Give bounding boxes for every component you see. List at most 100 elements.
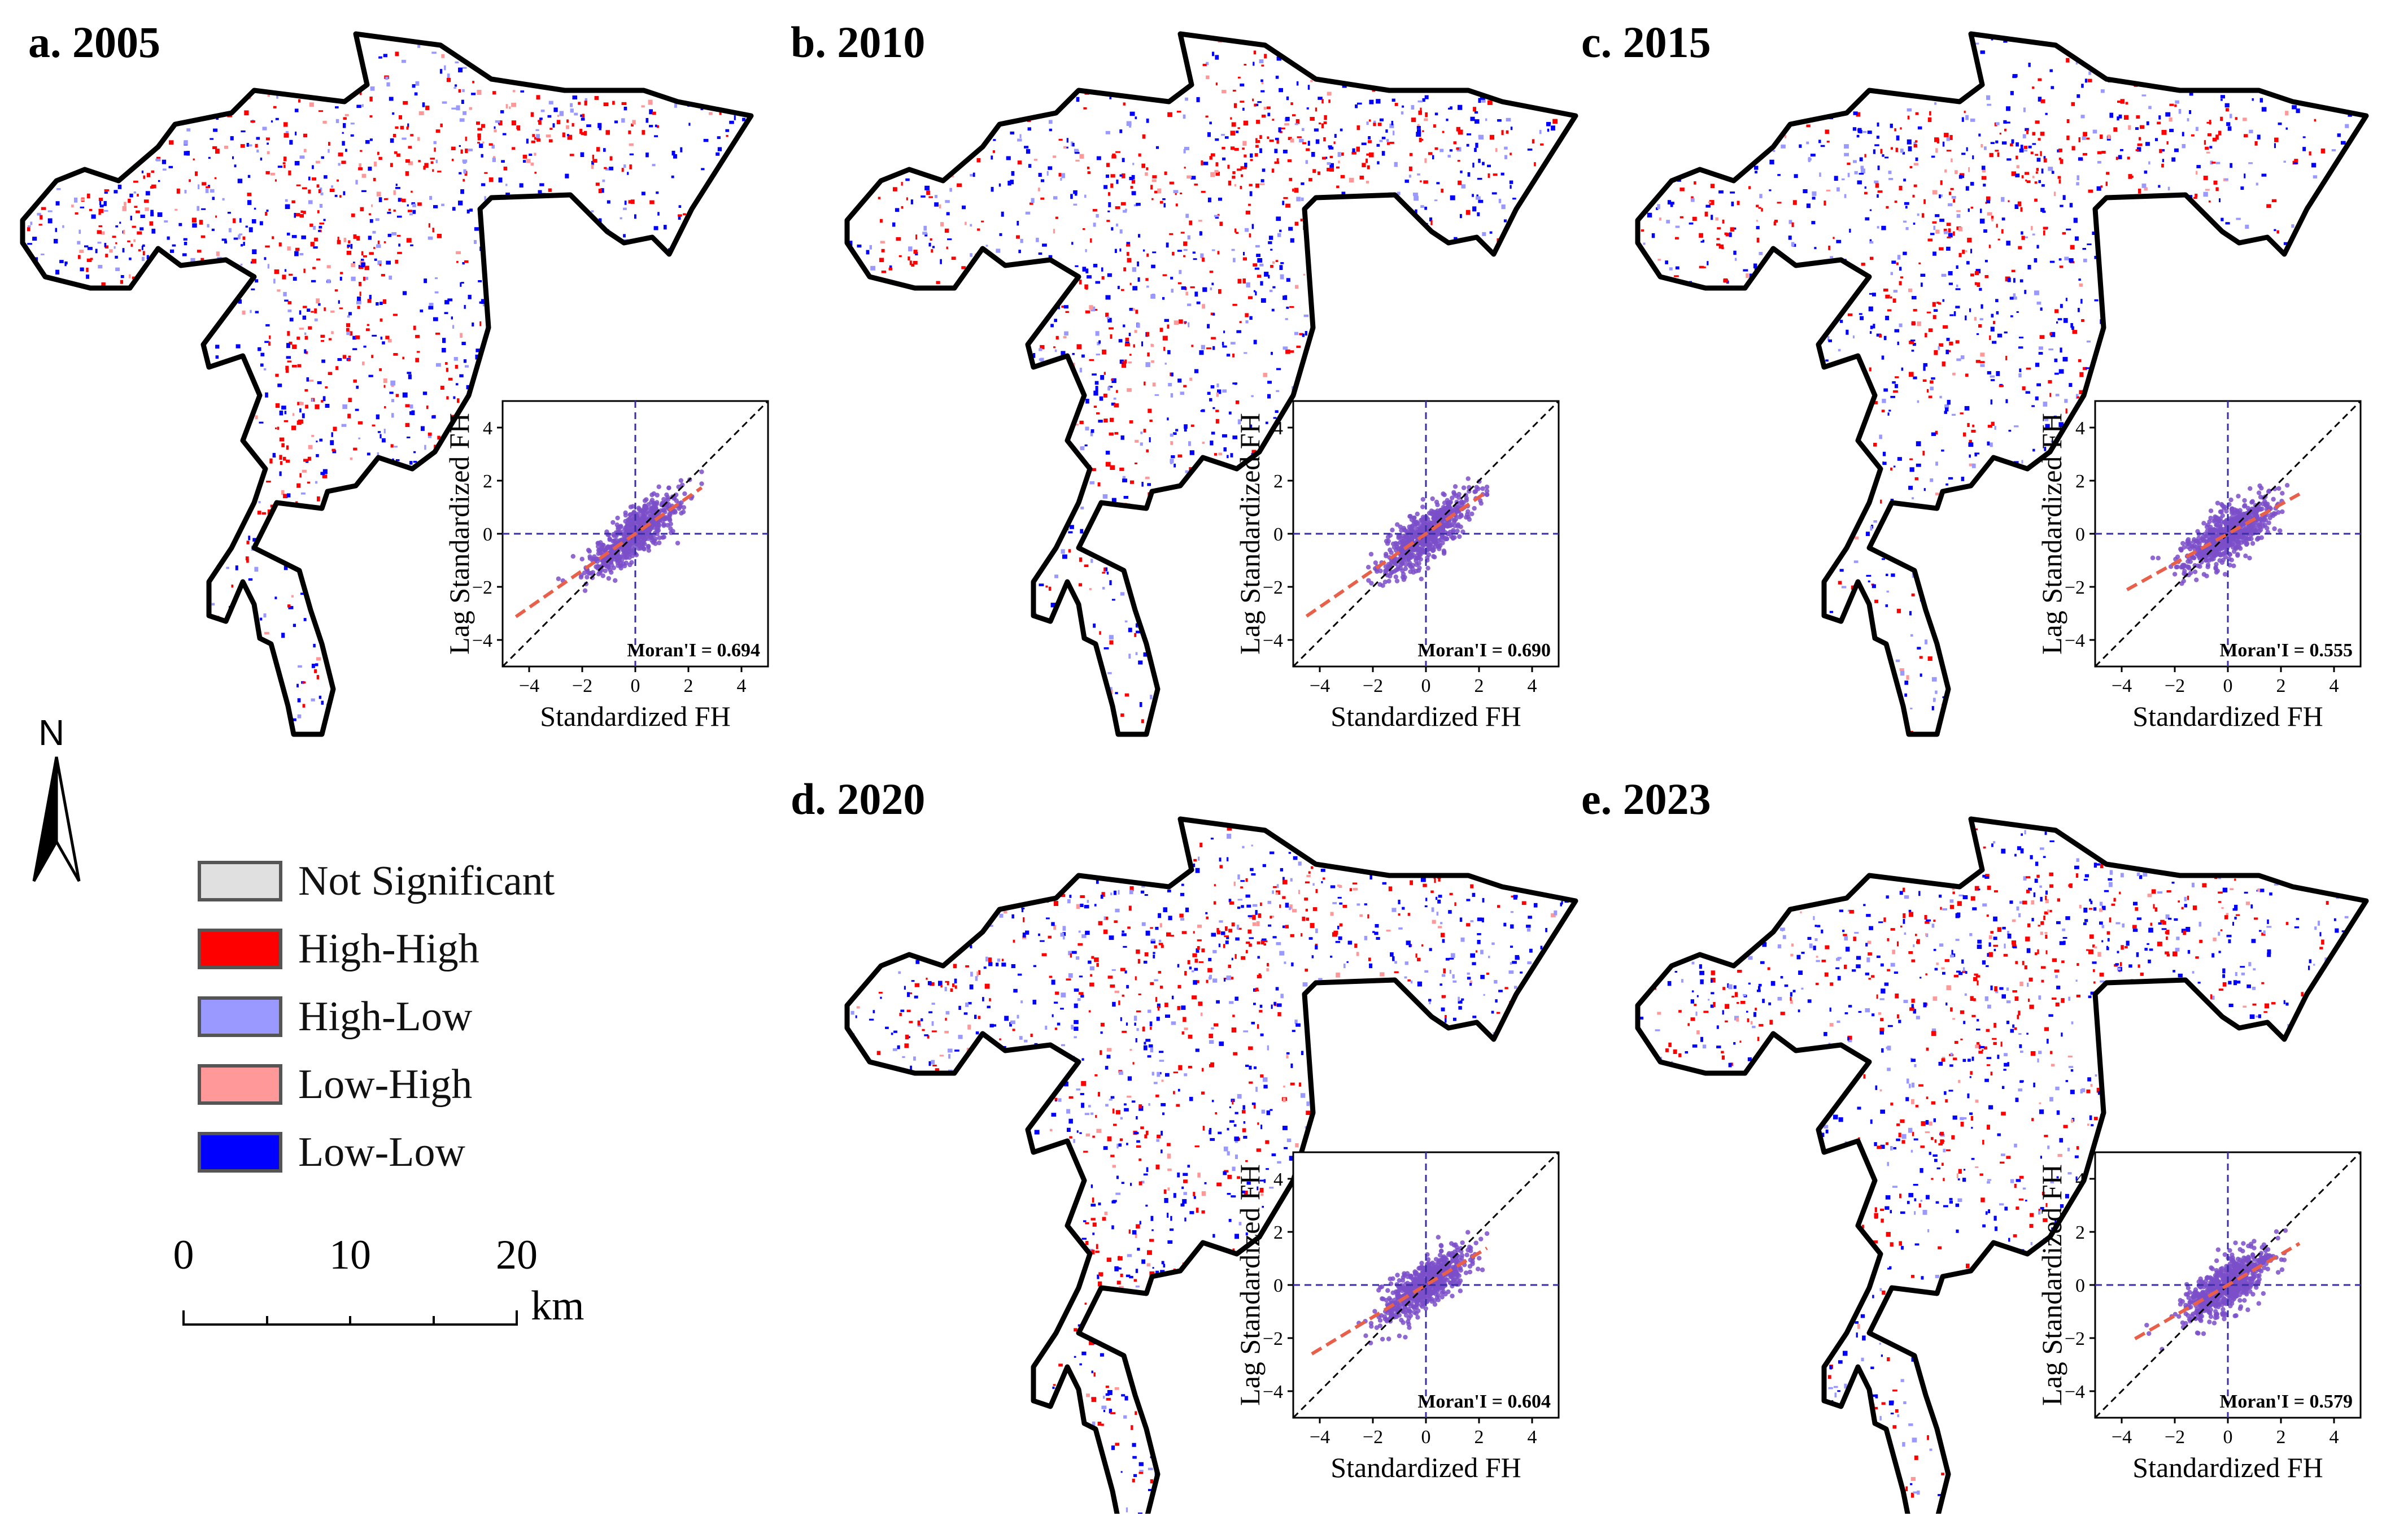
scatter-point <box>646 531 652 536</box>
scatter-point <box>2179 564 2184 570</box>
y-tick-label: −2 <box>1263 577 1283 598</box>
scatter-point <box>1366 564 1371 570</box>
scatter-point <box>2201 1331 2206 1336</box>
scatter-point <box>1433 541 1438 546</box>
scatter-point <box>2230 506 2235 511</box>
legend-label: Not Significant <box>298 857 555 904</box>
x-tick-label: 2 <box>684 676 693 696</box>
scatter-point <box>611 565 617 570</box>
scatter-point <box>1399 560 1405 565</box>
scatter-point <box>582 588 588 593</box>
scatter-point <box>2219 502 2224 507</box>
scatter-point <box>2226 543 2231 548</box>
scatter-point <box>623 512 629 518</box>
scatter-point <box>1419 1261 1424 1266</box>
scatter-point <box>1436 1293 1441 1298</box>
scatter-point <box>623 551 628 556</box>
panel-title: c. 2015 <box>1581 18 1711 67</box>
scatter-point <box>2211 1279 2217 1284</box>
scatter-point <box>660 535 665 540</box>
scatter-point <box>1432 555 1437 560</box>
scatter-point <box>1433 1262 1438 1267</box>
scatter-point <box>613 578 618 583</box>
scatter-point <box>600 559 605 564</box>
scatter-point <box>1458 524 1463 529</box>
scatter-point <box>657 522 662 528</box>
scatter-point <box>1416 550 1421 555</box>
scatter-point <box>1417 565 1422 570</box>
scatter-point <box>2216 1279 2222 1284</box>
scatter-point <box>1438 526 1443 532</box>
scatter-point <box>2214 561 2219 567</box>
scatter-point <box>666 485 671 490</box>
scatter-point <box>1425 565 1430 571</box>
scatter-point <box>1416 555 1421 560</box>
y-tick-label: 2 <box>2075 1222 2085 1243</box>
scatter-point <box>2183 1292 2189 1297</box>
scatter-point <box>676 484 681 490</box>
scatter-point <box>1385 1288 1390 1293</box>
scatter-point <box>1420 504 1425 509</box>
scatter-point <box>570 554 576 559</box>
x-tick-label: −2 <box>2165 1427 2185 1448</box>
scatter-point <box>623 560 629 565</box>
scatter-point <box>2195 1330 2200 1335</box>
scatter-point <box>2258 1269 2264 1274</box>
legend-item-high-low: High-Low <box>198 983 555 1051</box>
panel-title: a. 2005 <box>28 18 160 67</box>
scatter-point <box>1465 509 1471 514</box>
y-axis-label: Lag Standardized FH <box>443 413 475 655</box>
scatter-point <box>638 508 644 513</box>
regression-line <box>2134 1241 2301 1340</box>
scatter-point <box>2215 1302 2221 1307</box>
scatter-point <box>1411 1297 1416 1303</box>
scatter-point <box>1404 1308 1410 1313</box>
y-tick-label: −4 <box>1263 630 1283 651</box>
scatter-point <box>627 512 633 517</box>
scatter-point <box>2254 509 2259 514</box>
scatter-point <box>2214 1312 2219 1317</box>
y-tick-label: 2 <box>2075 471 2085 492</box>
scatter-point <box>2249 500 2254 505</box>
scatter-point <box>1484 492 1490 498</box>
choropleth-map <box>844 816 1578 1514</box>
scatter-point <box>2175 554 2180 560</box>
choropleth-map <box>1635 816 2369 1514</box>
scatter-point <box>1408 564 1414 569</box>
y-tick-label: 4 <box>1273 418 1283 439</box>
region-boundary <box>844 31 1578 737</box>
scatter-point <box>2256 1301 2261 1306</box>
scatter-point <box>621 533 627 538</box>
scatter-point <box>2179 581 2184 586</box>
x-tick-label: −4 <box>1310 1427 1330 1448</box>
scatter-point <box>2217 552 2222 557</box>
scatter-point <box>2176 1314 2182 1319</box>
cluster-cells <box>1641 36 2352 734</box>
scatter-point <box>638 539 643 545</box>
scatter-point <box>1451 1278 1456 1283</box>
scatter-point <box>2272 526 2277 532</box>
scatter-point <box>2185 1313 2191 1318</box>
scatter-point <box>1450 535 1455 541</box>
region-boundary <box>1635 31 2369 737</box>
scatter-point <box>1458 1265 1463 1271</box>
scatter-point <box>682 491 687 496</box>
legend-swatch <box>198 861 282 901</box>
north-arrow-icon <box>32 756 81 882</box>
scatter-point <box>2258 494 2263 500</box>
moran-scatterplot: −4 −2 0 2 4 −4 −2 0 2 4 Standardized FH Lag Standar… <box>2036 1151 2362 1483</box>
scatter-point <box>2245 513 2250 519</box>
scatter-point <box>2192 543 2197 548</box>
north-label: N <box>38 712 65 753</box>
map-panel-2010: b. 2010 −4 −2 0 2 4 −4 −2 0 2 4 Standardized FH Lag… <box>791 0 1581 746</box>
scatter-point <box>1382 580 1388 585</box>
scatter-point <box>2259 486 2264 491</box>
map-panel-2015: c. 2015 −4 −2 0 2 4 −4 −2 0 2 4 Standardized FH Lag… <box>1581 0 2394 746</box>
map-panel-2020: d. 2020 −4 −2 0 2 4 −4 −2 0 2 4 Standardized FH Lag… <box>791 757 1581 1514</box>
scatter-point <box>1484 489 1490 494</box>
scatter-point <box>1419 517 1424 523</box>
scatter-point <box>556 576 561 581</box>
scatter-point <box>642 537 648 542</box>
scatter-point <box>655 531 660 537</box>
scatter-point <box>597 570 603 575</box>
